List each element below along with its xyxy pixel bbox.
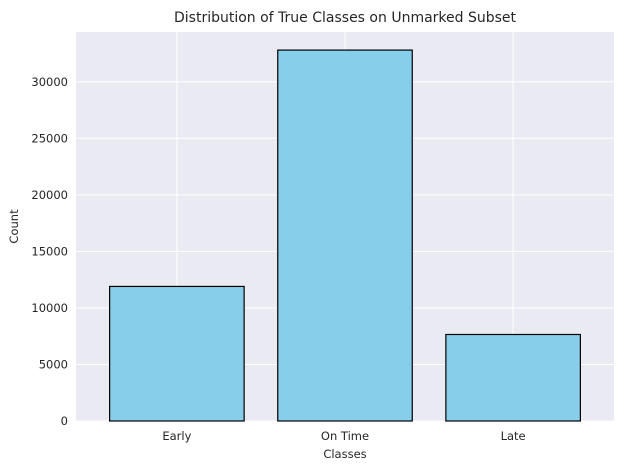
y-tick-label: 0 — [61, 414, 68, 428]
y-tick-label: 5000 — [39, 357, 68, 371]
x-axis-label: Classes — [323, 447, 366, 461]
y-axis-label: Count — [7, 209, 21, 244]
y-tick-label: 15000 — [31, 244, 68, 258]
y-tick-label: 30000 — [31, 75, 68, 89]
chart-title: Distribution of True Classes on Unmarked… — [174, 10, 517, 26]
bars — [109, 49, 581, 422]
bar-late — [445, 333, 581, 422]
y-tick-label: 25000 — [31, 131, 68, 145]
bar-early — [109, 285, 245, 422]
y-tick-label: 10000 — [31, 301, 68, 315]
x-tick-label: Late — [501, 429, 526, 443]
x-axis-ticks: Early On Time Late — [162, 429, 525, 443]
x-tick-label: Early — [162, 429, 191, 443]
x-tick-label: On Time — [321, 429, 369, 443]
bar-on-time — [277, 49, 413, 422]
y-axis-ticks: 0 5000 10000 15000 20000 25000 30000 — [31, 75, 68, 428]
y-tick-label: 20000 — [31, 188, 68, 202]
